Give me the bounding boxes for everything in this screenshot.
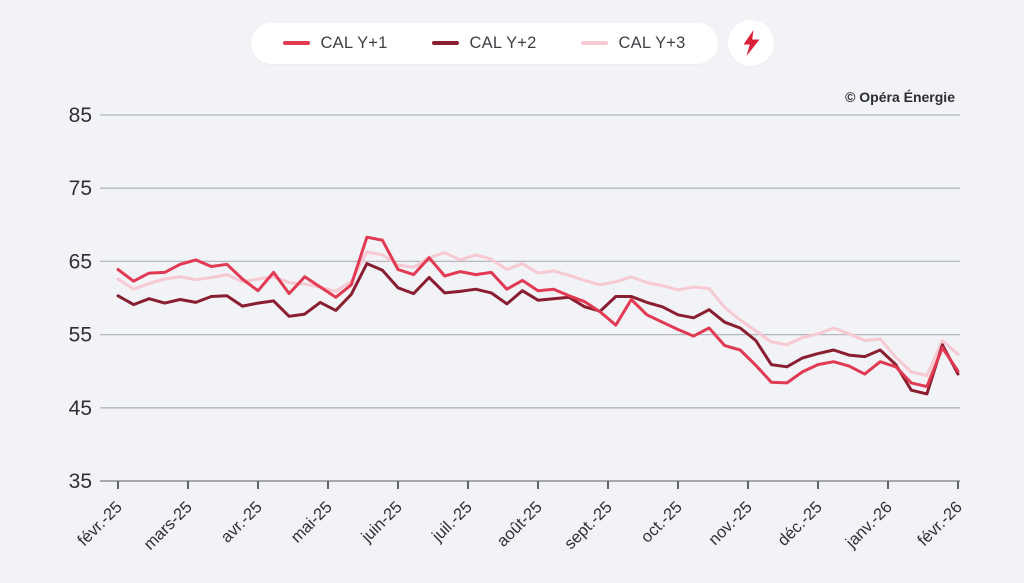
x-label-11: janv.-26 <box>842 498 896 552</box>
legend-pill: CAL Y+1 CAL Y+2 CAL Y+3 <box>250 22 718 64</box>
x-label-0: févr.-25 <box>74 498 126 550</box>
legend-label-cal-y2: CAL Y+2 <box>469 33 537 52</box>
series-line-cal-y-1 <box>116 235 960 389</box>
x-label-10: déc.-25 <box>774 498 826 550</box>
x-label-12: févr.-26 <box>914 498 966 550</box>
y-label-35: 35 <box>69 470 92 493</box>
gridlines <box>100 114 960 409</box>
y-label-65: 65 <box>69 250 92 273</box>
brand-logo <box>727 20 774 66</box>
legend-swatch-cal-y2 <box>431 41 459 45</box>
x-label-3: mai-25 <box>287 498 335 546</box>
x-label-2: avr.-25 <box>217 498 265 546</box>
y-label-75: 75 <box>69 177 92 200</box>
x-label-4: juin-25 <box>357 498 405 546</box>
series-line-cal-y-3 <box>116 250 960 378</box>
x-label-7: sept.-25 <box>561 498 616 553</box>
y-label-45: 45 <box>69 397 92 420</box>
legend-swatch-cal-y1 <box>282 41 310 45</box>
x-label-1: mars-25 <box>140 498 196 554</box>
series-lines <box>116 235 960 396</box>
x-axis <box>100 480 960 489</box>
legend-item-cal-y1[interactable]: CAL Y+1 <box>282 33 388 53</box>
x-label-8: oct.-25 <box>637 498 685 546</box>
y-label-55: 55 <box>69 324 92 347</box>
x-label-9: nov.-25 <box>705 498 756 549</box>
x-label-6: août-25 <box>494 498 546 550</box>
legend-item-cal-y2[interactable]: CAL Y+2 <box>431 33 537 53</box>
legend-label-cal-y1: CAL Y+1 <box>320 33 388 52</box>
legend-label-cal-y3: CAL Y+3 <box>618 33 686 52</box>
legend-swatch-cal-y3 <box>580 41 608 45</box>
x-axis-labels: févr.-25 mars-25 avr.-25 mai-25 juin-25 juil.… <box>74 498 966 554</box>
copyright-attribution: © Opéra Énergie <box>845 89 955 105</box>
series-line-cal-y-2 <box>116 262 960 396</box>
lightning-bolt-icon <box>743 30 759 56</box>
x-label-5: juil.-25 <box>428 498 476 546</box>
y-axis-labels: 35 45 55 65 75 85 <box>69 104 92 493</box>
chart-legend: CAL Y+1 CAL Y+2 CAL Y+3 <box>0 20 1024 66</box>
legend-item-cal-y3[interactable]: CAL Y+3 <box>580 33 686 53</box>
y-label-85: 85 <box>69 104 92 127</box>
